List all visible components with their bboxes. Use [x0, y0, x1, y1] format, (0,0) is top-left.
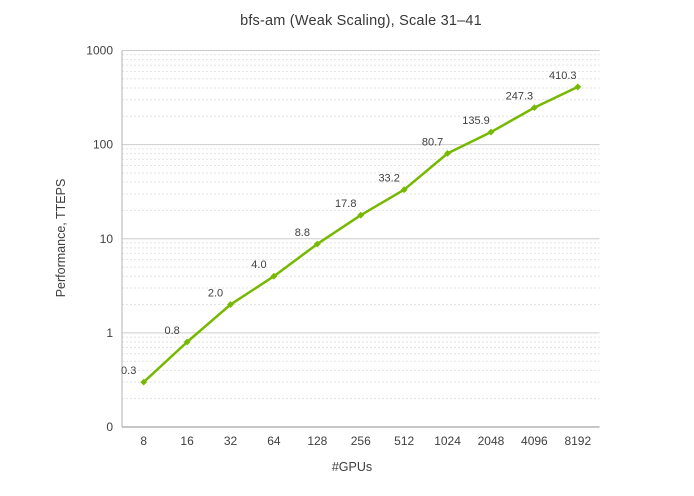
x-tick-label: 1024: [434, 434, 461, 448]
data-point-marker: [140, 378, 148, 386]
chart-title: bfs-am (Weak Scaling), Scale 31–41: [240, 13, 482, 29]
x-tick-label: 256: [351, 434, 371, 448]
data-point-label: 247.3: [506, 91, 534, 103]
x-tick-label: 128: [307, 434, 327, 448]
data-point-label: 4.0: [251, 259, 266, 271]
y-tick-label: 0: [106, 420, 113, 434]
data-point-marker: [183, 338, 191, 346]
data-point-label: 8.8: [295, 227, 310, 239]
x-tick-label: 32: [224, 434, 238, 448]
x-tick-label: 64: [267, 434, 281, 448]
data-point-label: 0.8: [164, 325, 179, 337]
data-point-label: 410.3: [549, 70, 577, 82]
data-line: [142, 85, 580, 384]
x-tick-label: 8192: [564, 434, 591, 448]
data-point-marker: [313, 240, 321, 248]
data-point-marker: [357, 211, 365, 219]
x-tick-label: 4096: [521, 434, 548, 448]
data-point-label: 135.9: [462, 115, 490, 127]
x-tick-label: 16: [180, 434, 194, 448]
data-point-label: 33.2: [378, 173, 399, 185]
y-tick-label: 10: [100, 232, 114, 246]
data-point-label: 80.7: [422, 136, 443, 148]
y-tick-label: 1000: [86, 44, 113, 58]
data-point-marker: [227, 301, 234, 308]
x-axis-title: #GPUs: [331, 460, 373, 474]
data-point-label: 2.0: [208, 288, 223, 300]
y-tick-label: 100: [93, 138, 113, 152]
data-point-marker: [574, 83, 582, 91]
y-tick-label: 1: [106, 326, 113, 340]
data-point-marker: [487, 128, 495, 136]
data-point-label: 0.3: [121, 365, 136, 377]
data-point-label: 17.8: [335, 198, 356, 210]
data-point-marker: [400, 186, 408, 194]
x-tick-label: 512: [394, 434, 414, 448]
data-point-marker: [444, 149, 451, 157]
data-point-marker: [270, 272, 278, 280]
data-point-marker: [530, 104, 538, 112]
x-tick-label: 8: [140, 434, 147, 448]
x-tick-label: 2048: [478, 434, 505, 448]
